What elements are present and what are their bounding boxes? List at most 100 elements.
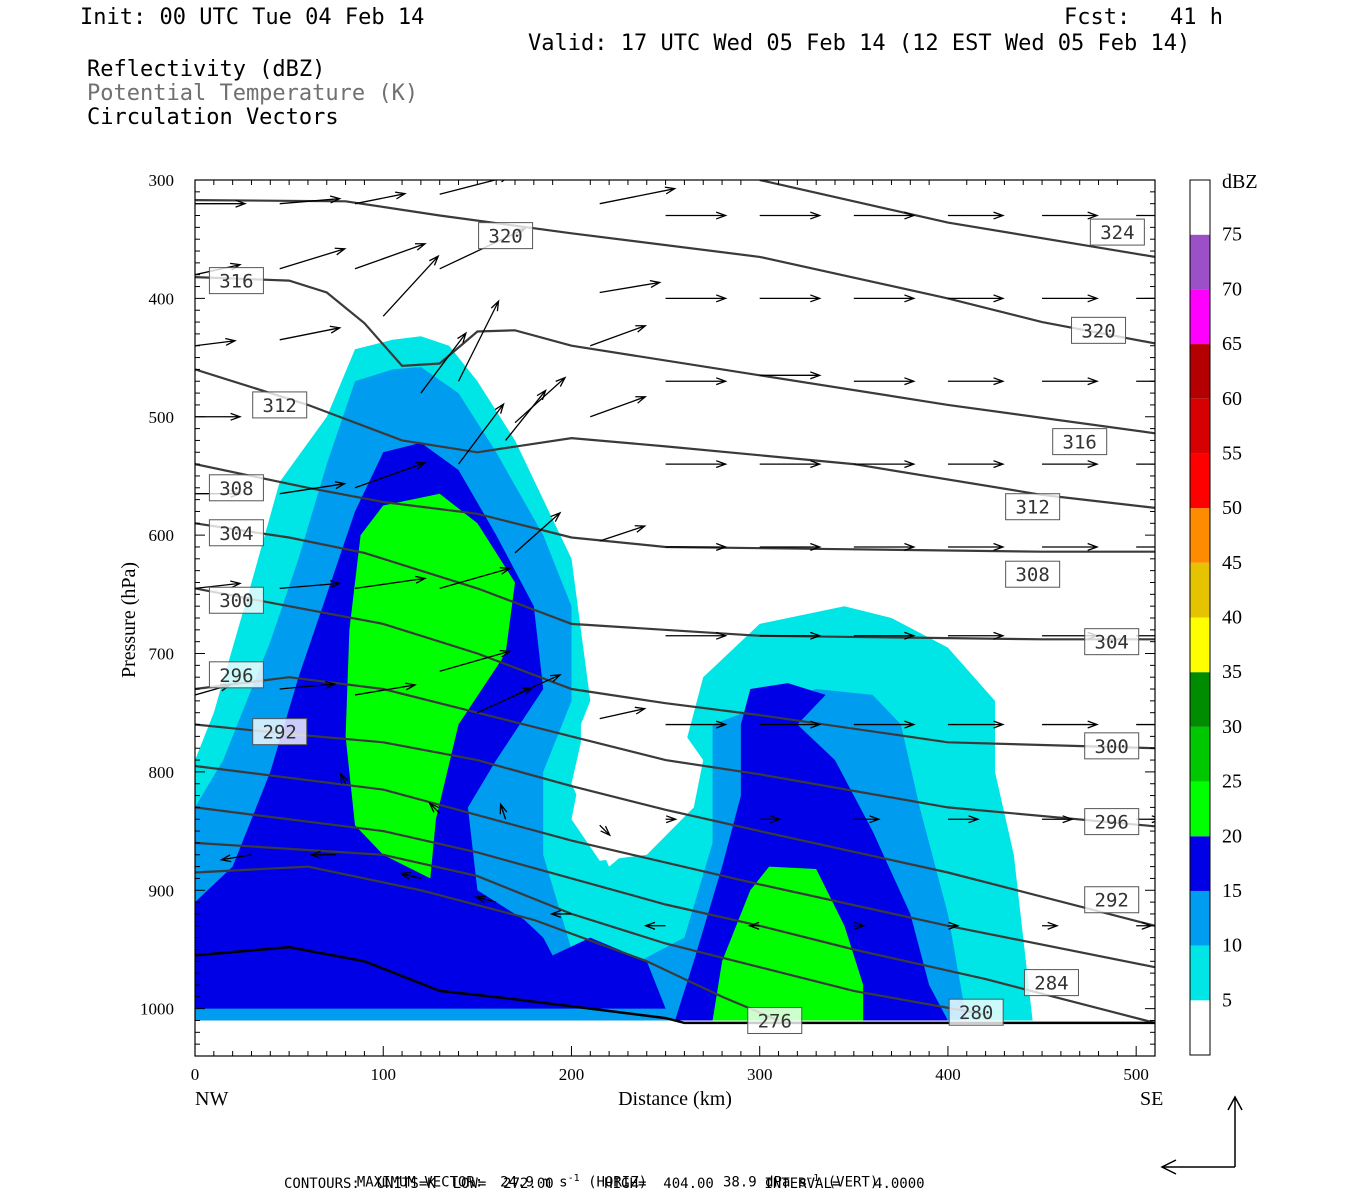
colorbar-level-label: 75 bbox=[1222, 224, 1242, 246]
circulation-vector bbox=[759, 720, 822, 729]
theta-contour-292 bbox=[195, 723, 1155, 927]
circulation-vector bbox=[1042, 815, 1074, 824]
circulation-vector bbox=[947, 921, 960, 930]
circulation-vector bbox=[590, 325, 648, 347]
colorbar-level-label: 10 bbox=[1222, 935, 1242, 957]
x-tick-label: 400 bbox=[935, 1065, 961, 1084]
theta-label-box bbox=[478, 222, 534, 250]
theta-contour-280 bbox=[195, 841, 986, 1016]
circulation-vector bbox=[1136, 815, 1155, 824]
circulation-vector bbox=[339, 772, 349, 785]
colorbar-swatch bbox=[1190, 890, 1210, 946]
colorbar-swatch bbox=[1190, 562, 1210, 618]
max-vector-vert-suffix: (VERT) bbox=[819, 1174, 879, 1191]
theta-contour-316 bbox=[195, 276, 1155, 435]
colorbar-level-label: 65 bbox=[1222, 333, 1242, 355]
colorbar: 5 10 15 20 25 30 35 40 45 50 55 60 65 70 75 bbox=[1189, 179, 1242, 1056]
circulation-vector bbox=[947, 542, 1005, 552]
circulation-vector bbox=[279, 247, 347, 270]
theta-label-box bbox=[1071, 316, 1127, 344]
colorbar-swatch bbox=[1190, 1000, 1210, 1055]
theta-contour-300 bbox=[195, 587, 1155, 750]
theta-label-280: 280 bbox=[959, 1002, 993, 1024]
theta-contour-312 bbox=[195, 368, 1155, 509]
circulation-vector bbox=[428, 801, 441, 814]
circulation-vector bbox=[853, 815, 881, 824]
dbz-20-left bbox=[345, 493, 515, 879]
circulation-vector bbox=[665, 631, 728, 640]
theta-label-292: 292 bbox=[1095, 890, 1129, 912]
max-vector-vert-exp: -1 bbox=[807, 1173, 820, 1184]
theta-label-320: 320 bbox=[488, 226, 522, 248]
circulation-vector bbox=[474, 895, 497, 904]
theta-label-box bbox=[747, 1006, 803, 1034]
circulation-vector bbox=[458, 402, 505, 465]
clear-gap bbox=[571, 677, 704, 861]
circulation-vector bbox=[665, 720, 728, 729]
x-axis-title: Distance (km) bbox=[618, 1088, 732, 1110]
theta-label-box bbox=[1005, 493, 1061, 521]
circulation-vector bbox=[499, 802, 508, 820]
endpoint-right-label: SE bbox=[1140, 1088, 1163, 1110]
circulation-vector bbox=[599, 525, 647, 542]
colorbar-swatch bbox=[1190, 672, 1210, 727]
circulation-vector bbox=[399, 871, 422, 880]
circulation-vector bbox=[853, 211, 916, 220]
colorbar-swatch bbox=[1190, 234, 1210, 290]
theta-label-316: 316 bbox=[219, 271, 253, 293]
colorbar-level-label: 70 bbox=[1222, 278, 1242, 300]
circulation-vector bbox=[759, 294, 822, 303]
colorbar-swatch bbox=[1190, 180, 1210, 235]
theta-label-276: 276 bbox=[758, 1010, 792, 1032]
circulation-vector bbox=[665, 211, 728, 220]
theta-contour-296 bbox=[195, 676, 1155, 828]
circulation-vector bbox=[643, 921, 666, 930]
circulation-vector bbox=[354, 191, 407, 205]
circulation-vector bbox=[665, 460, 728, 469]
colorbar-frame bbox=[1189, 179, 1211, 1056]
colorbar-level-label: 15 bbox=[1222, 880, 1242, 902]
colorbar-level-label: 35 bbox=[1222, 661, 1242, 683]
theta-label-box bbox=[208, 586, 264, 614]
circulation-vector bbox=[665, 542, 728, 552]
circulation-vector bbox=[514, 376, 567, 424]
colorbar-title: dBZ bbox=[1222, 171, 1258, 193]
colorbar-level-label: 60 bbox=[1222, 388, 1242, 410]
circulation-vector bbox=[219, 854, 252, 863]
endpoint-left-label: NW bbox=[195, 1088, 228, 1110]
theta-label-292: 292 bbox=[263, 722, 297, 744]
theta-label-312: 312 bbox=[263, 395, 297, 417]
theta-contour-labels: 324 320 320 316 316 312 312 308 308 304 304 300 300 2… bbox=[208, 218, 1145, 1034]
theta-label-300: 300 bbox=[1095, 736, 1129, 758]
circulation-vector bbox=[279, 580, 342, 590]
circulation-vector bbox=[439, 567, 512, 590]
circulation-vector bbox=[590, 396, 648, 418]
forecast-hour: Fcst: 41 h bbox=[1064, 5, 1223, 30]
circulation-vector bbox=[759, 815, 782, 824]
circulation-vector bbox=[439, 180, 506, 195]
dbz-20-right bbox=[712, 866, 864, 1021]
circulation-vector bbox=[853, 294, 916, 303]
y-tick-label: 800 bbox=[149, 763, 175, 782]
x-axis: 0 100 200 300 400 500 bbox=[191, 180, 1156, 1084]
circulation-vector bbox=[665, 377, 728, 386]
circulation-vector bbox=[759, 542, 822, 552]
y-tick-label: 700 bbox=[149, 645, 175, 664]
circulation-vector bbox=[947, 720, 1005, 729]
circulation-vector bbox=[853, 631, 916, 640]
theta-label-308: 308 bbox=[1015, 564, 1049, 586]
circulation-vector bbox=[1042, 294, 1099, 303]
circulation-vector bbox=[853, 377, 916, 386]
circulation-vector bbox=[279, 195, 342, 205]
colorbar-swatch bbox=[1190, 836, 1210, 891]
circulation-vector bbox=[759, 460, 822, 469]
circulation-vector bbox=[195, 580, 242, 590]
circulation-vector bbox=[1042, 460, 1099, 469]
circulation-vector bbox=[1136, 463, 1155, 465]
theta-label-box bbox=[1089, 218, 1145, 246]
theta-label-box bbox=[1084, 732, 1140, 760]
y-tick-label: 900 bbox=[149, 881, 175, 900]
circulation-vector bbox=[599, 186, 677, 205]
theta-label-312: 312 bbox=[1015, 497, 1049, 519]
